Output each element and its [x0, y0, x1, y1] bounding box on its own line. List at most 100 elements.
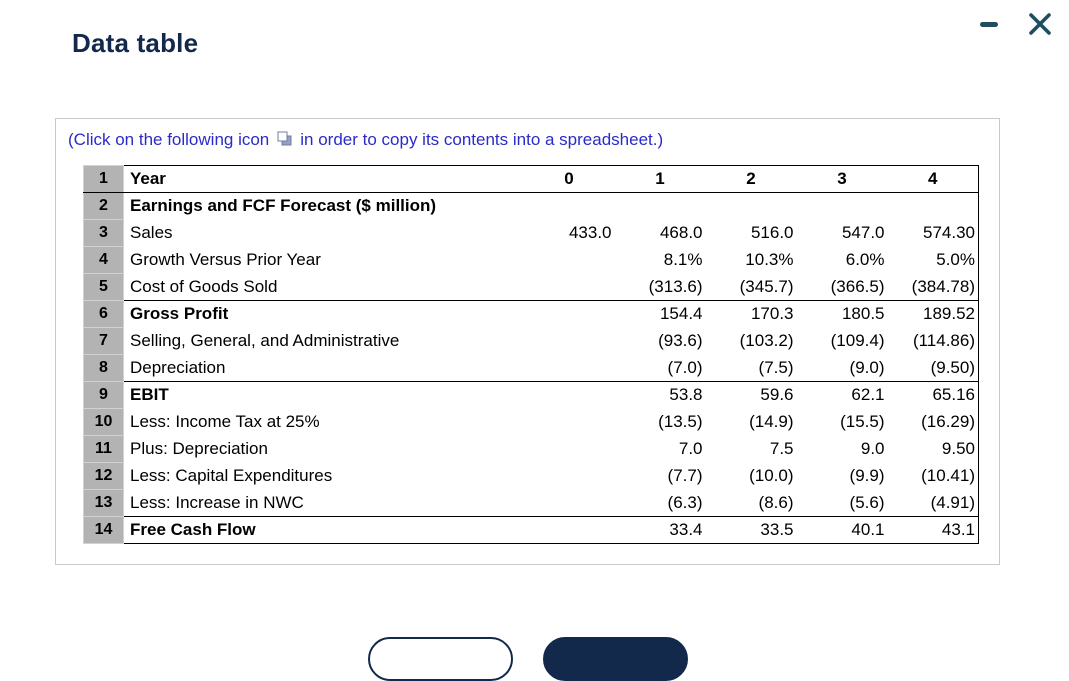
table-cell: (10.41): [921, 466, 975, 485]
table-cell: 154.4: [614, 300, 706, 328]
table-cell: [706, 193, 797, 220]
minimize-icon: [980, 21, 998, 27]
table-cell: 33.5: [705, 516, 797, 544]
table-cell: [797, 193, 888, 220]
table-cell: [523, 300, 615, 328]
table-cell: [524, 328, 615, 355]
close-icon: [1029, 13, 1051, 35]
row-label: Selling, General, and Administrative: [130, 331, 400, 350]
table-cell: 1: [614, 165, 706, 193]
table-row: 8 Depreciation (7.0) (7.5) (9.0) (9.50): [83, 354, 979, 382]
table-cell: 53.8: [614, 381, 706, 409]
table-cell: (114.86): [912, 331, 975, 350]
table-row: 14 Free Cash Flow 33.4 33.5 40.1 43.1: [83, 516, 979, 544]
table-cell: [523, 516, 615, 544]
row-label: Sales: [130, 223, 173, 242]
table-row: 9 EBIT 53.8 59.6 62.1 65.16: [83, 381, 979, 409]
table-cell: [524, 409, 615, 436]
row-number: 10: [83, 408, 124, 436]
table-cell: 2: [705, 165, 797, 193]
table-cell: 3: [796, 165, 888, 193]
close-button[interactable]: [1024, 8, 1056, 40]
table-cell: [888, 193, 979, 220]
row-label: Growth Versus Prior Year: [130, 250, 321, 269]
table-cell: (7.5): [758, 357, 794, 377]
table-cell: (15.5): [840, 412, 885, 431]
instruction-prefix: (Click on the following icon: [68, 130, 270, 149]
row-label: Less: Income Tax at 25%: [130, 412, 320, 431]
row-number: 8: [83, 354, 124, 382]
table-row: 10 Less: Income Tax at 25% (13.5) (14.9) (15…: [83, 408, 979, 436]
row-number: 2: [83, 192, 124, 220]
table-cell: 516.0: [750, 223, 794, 242]
primary-button[interactable]: [543, 637, 688, 681]
row-label: Less: Capital Expenditures: [130, 466, 333, 485]
table-cell: 547.0: [841, 223, 885, 242]
table-cell: (7.7): [667, 466, 703, 485]
row-number: 13: [83, 489, 124, 517]
row-label: Year: [123, 165, 524, 193]
row-number: 5: [83, 273, 124, 301]
row-label: Cost of Goods Sold: [130, 276, 278, 296]
table-cell: 189.52: [887, 300, 979, 328]
table-cell: 468.0: [659, 223, 703, 242]
table-body: 1 Year 0 1 2 3 4 2 Earnings and FCF Forecast ($ …: [83, 165, 979, 544]
table-cell: (366.5): [830, 276, 885, 296]
table-row: 5 Cost of Goods Sold (313.6) (345.7) (366.5)…: [83, 273, 979, 301]
copy-icon[interactable]: [276, 130, 293, 152]
copy-instruction: (Click on the following icon in order to…: [68, 130, 989, 152]
row-label: Gross Profit: [123, 300, 524, 328]
table-cell: (6.3): [667, 492, 703, 512]
table-cell: (9.0): [849, 357, 885, 377]
table-cell: (384.78): [911, 276, 975, 296]
row-label: Earnings and FCF Forecast ($ million): [130, 196, 437, 216]
table-cell: (13.5): [658, 412, 703, 431]
table-row: 3 Sales 433.0 468.0 516.0 547.0 574.30: [83, 219, 979, 247]
table-cell: (9.9): [849, 466, 885, 485]
table-row: 7 Selling, General, and Administrative (93…: [83, 327, 979, 355]
row-label: Plus: Depreciation: [130, 439, 268, 458]
row-label: Free Cash Flow: [123, 516, 524, 544]
table-cell: 180.5: [796, 300, 888, 328]
row-number: 11: [83, 435, 124, 463]
table-cell: (4.91): [930, 492, 975, 512]
table-cell: 59.6: [705, 381, 797, 409]
table-cell: (103.2): [739, 331, 794, 350]
table-cell: (8.6): [758, 492, 794, 512]
row-label: Less: Increase in NWC: [130, 492, 304, 512]
row-label: Depreciation: [130, 357, 226, 377]
data-table-panel: (Click on the following icon in order to…: [55, 118, 1000, 565]
table-cell: 7.5: [769, 439, 794, 458]
table-row: 4 Growth Versus Prior Year 8.1% 10.3% 6.0% 5.…: [83, 246, 979, 274]
table-cell: 10.3%: [745, 250, 794, 269]
row-number: 14: [83, 516, 124, 544]
table-cell: 9.0: [860, 439, 885, 458]
table-cell: 5.0%: [936, 250, 975, 269]
secondary-button[interactable]: [368, 637, 513, 681]
table-cell: [524, 490, 615, 517]
table-cell: (345.7): [739, 276, 794, 296]
table-cell: 65.16: [887, 381, 979, 409]
table-cell: 4: [887, 165, 979, 193]
minimize-button[interactable]: [977, 16, 1001, 32]
table-cell: (109.4): [830, 331, 885, 350]
row-number: 12: [83, 462, 124, 490]
table-cell: 33.4: [614, 516, 706, 544]
table-cell: (313.6): [648, 276, 703, 296]
table-row: 2 Earnings and FCF Forecast ($ million): [83, 192, 979, 220]
table-cell: (7.0): [667, 357, 703, 377]
table-cell: 574.30: [923, 223, 975, 242]
table-row: 13 Less: Increase in NWC (6.3) (8.6) (5.6) (4…: [83, 489, 979, 517]
table-cell: (14.9): [749, 412, 794, 431]
table-cell: 6.0%: [845, 250, 885, 269]
table-cell: (9.50): [930, 357, 975, 377]
row-number: 1: [83, 165, 124, 193]
table-row: 1 Year 0 1 2 3 4: [83, 165, 979, 193]
table-cell: 433.0: [568, 223, 612, 242]
table-cell: 7.0: [678, 439, 703, 458]
table-cell: 43.1: [887, 516, 979, 544]
table-cell: (93.6): [658, 331, 703, 350]
table-row: 6 Gross Profit 154.4 170.3 180.5 189.52: [83, 300, 979, 328]
data-table: 1 Year 0 1 2 3 4 2 Earnings and FCF Forecast ($ …: [83, 165, 979, 544]
table-cell: (16.29): [921, 412, 975, 431]
